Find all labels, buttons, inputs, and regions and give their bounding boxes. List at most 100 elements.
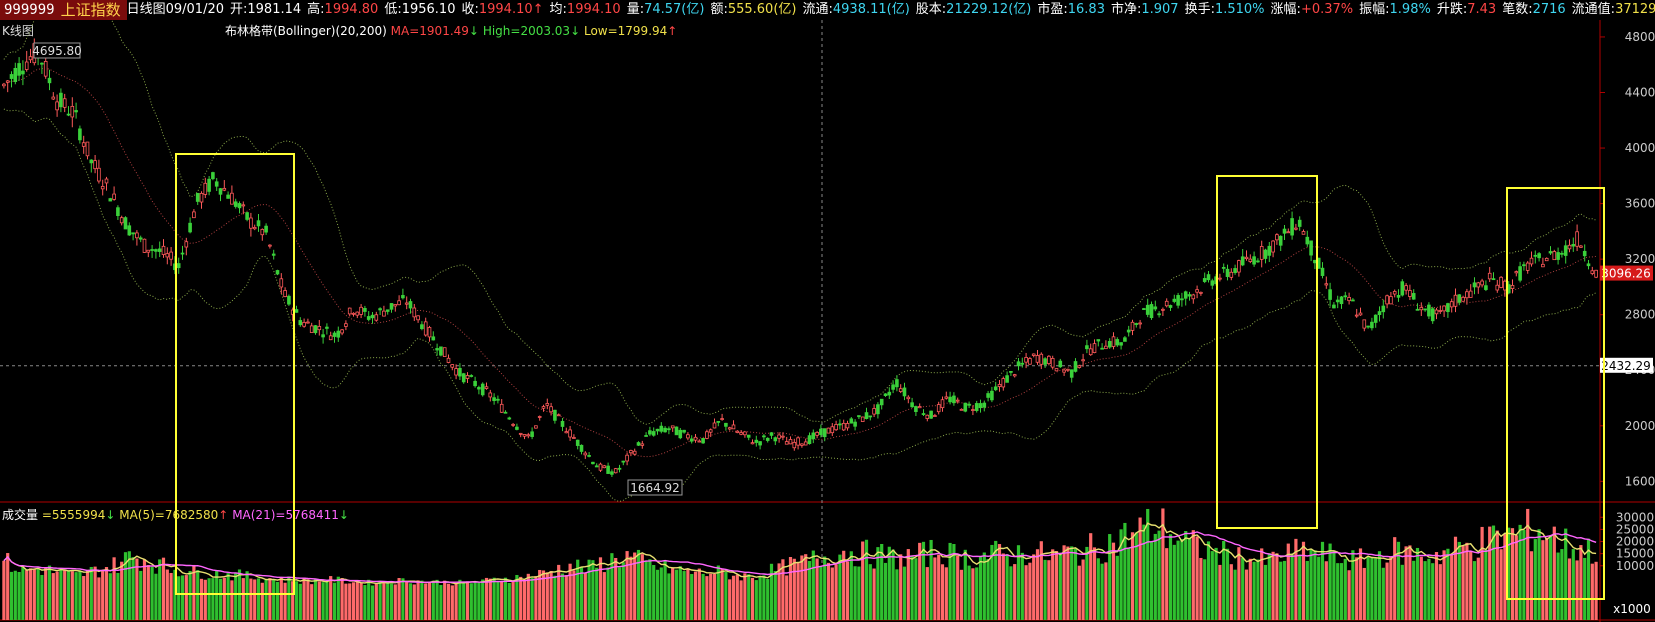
candle-body (154, 249, 158, 252)
volume-bar (754, 580, 758, 620)
volume-bar (439, 584, 443, 620)
volume-bar (1134, 532, 1138, 620)
volume-bar (1016, 545, 1021, 620)
volume-bar (735, 574, 739, 620)
bollinger-header: 布林格带(Bollinger)(20,200) MA=1901.49↓ High… (225, 22, 677, 39)
candle-body (602, 465, 607, 469)
quote-field-value: 7.43 (1467, 2, 1497, 17)
candle-body (1157, 313, 1161, 316)
volume-bar (591, 560, 595, 620)
volume-bar (1412, 560, 1416, 620)
quote-field-value: 1994.10 (566, 2, 621, 17)
stock-name[interactable]: 上证指数 (58, 0, 127, 20)
candle-body (640, 443, 645, 446)
candle-body (1145, 304, 1150, 315)
candle-body (678, 429, 683, 439)
volume-bar (1560, 549, 1564, 620)
price-volume-chart[interactable]: 1600200024002800320036004000440048001000… (0, 20, 1655, 622)
candle-body (496, 398, 500, 401)
candle-body (484, 386, 489, 389)
candle-body (347, 307, 352, 315)
candle-body (1092, 343, 1097, 353)
volume-bar (1571, 549, 1575, 620)
candle-body (1396, 294, 1401, 298)
candle-body (997, 384, 1002, 387)
volume-bar (895, 569, 899, 620)
candle-body (1081, 359, 1085, 362)
quote-field-label: 市盈: (1037, 2, 1068, 17)
volume-bar (188, 571, 192, 620)
volume-bar (1507, 527, 1511, 620)
volume-bar (1465, 542, 1469, 620)
candle-body (1533, 254, 1538, 257)
quote-field-label: 涨幅: (1270, 2, 1301, 17)
candle-body (712, 422, 717, 429)
candle-body (982, 402, 987, 408)
candle-body (727, 427, 732, 430)
quote-field-label: 额: (710, 2, 728, 17)
candle-body (480, 383, 485, 396)
volume-bar (481, 579, 485, 620)
volume-bar (644, 560, 648, 620)
candle-body (1028, 358, 1032, 365)
volume-bar (849, 551, 853, 620)
candle-body (974, 403, 979, 411)
volume-bar (1298, 554, 1302, 620)
indicator-name[interactable]: 布林格带(Bollinger)(20,200) (225, 24, 387, 38)
stock-code[interactable]: 999999 (0, 0, 59, 20)
volume-bar (1370, 556, 1374, 620)
candle-body (195, 192, 200, 202)
volume-bar (956, 555, 960, 620)
candle-body (1100, 347, 1104, 350)
volume-bar (89, 566, 93, 620)
volume-bar (28, 568, 33, 620)
volume-bar (1488, 526, 1492, 620)
volume-bar (21, 565, 25, 620)
volume-bar (773, 571, 777, 620)
volume-bar (545, 572, 549, 620)
candle-body (967, 403, 971, 406)
candle-body (1328, 289, 1332, 300)
volume-bar (1256, 559, 1260, 620)
candle-body (370, 314, 375, 319)
candle-body (412, 307, 417, 318)
quote-field-label: 振幅: (1359, 2, 1390, 17)
candle-body (1096, 339, 1101, 342)
volume-bar (1222, 540, 1226, 620)
candle-body (784, 441, 789, 445)
period-label[interactable]: 日线图 (126, 2, 166, 17)
volume-bar (458, 579, 462, 620)
candle-body (1575, 231, 1579, 247)
candle-body (230, 192, 234, 205)
quote-field-value: +0.37% (1300, 2, 1354, 17)
volume-bar (1168, 534, 1173, 620)
candle-body (659, 425, 664, 432)
candle-body (1256, 260, 1260, 263)
candle-body (1571, 244, 1576, 247)
volume-bar (1001, 553, 1005, 620)
candle-body (1149, 304, 1154, 319)
volume-ma21-line (3, 531, 1597, 583)
volume-bar (1351, 550, 1355, 620)
volume-bar (321, 582, 325, 620)
volume-bar (218, 578, 223, 620)
volume-bar (994, 540, 998, 620)
candle-body (184, 241, 189, 248)
candle-body (636, 442, 641, 446)
volume-bar (595, 567, 599, 620)
candle-body (176, 263, 181, 269)
volume-bar (1279, 561, 1283, 620)
volume-bar (530, 578, 534, 620)
volume-bar (59, 569, 63, 620)
volume-bar (823, 556, 827, 620)
candle-body (670, 425, 675, 429)
volume-bar (329, 576, 333, 620)
volume-bar (1191, 530, 1195, 620)
candle-body (1290, 218, 1294, 236)
candle-body (1031, 353, 1036, 356)
volume-bar (758, 576, 762, 620)
volume-bar (1267, 553, 1271, 620)
quote-field-value: 16.83 (1067, 2, 1105, 17)
candle-body (378, 308, 382, 311)
volume-bar (655, 569, 660, 620)
